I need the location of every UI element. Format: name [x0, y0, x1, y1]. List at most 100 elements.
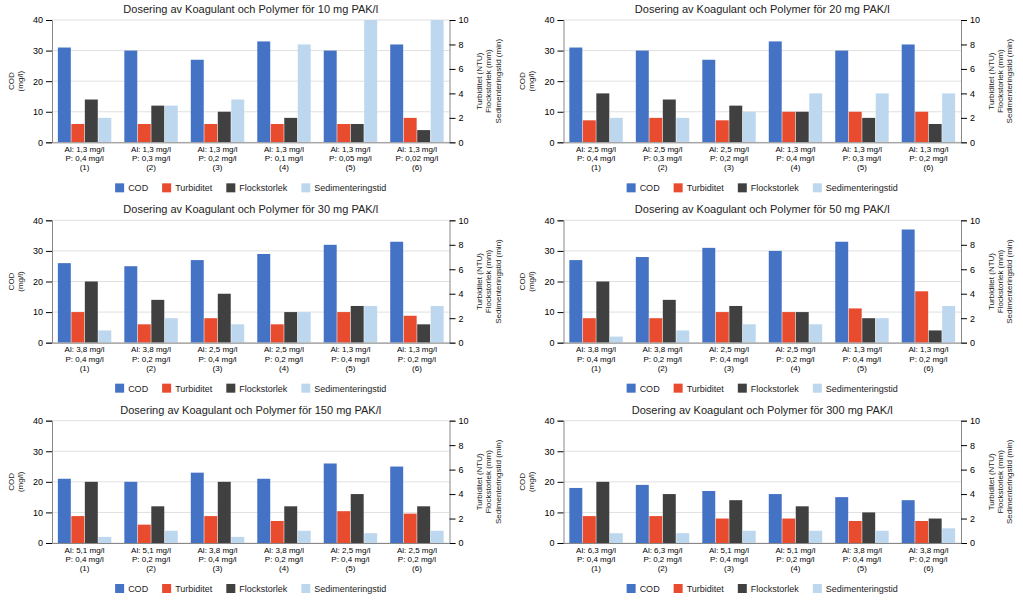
legend-item: Turbiditet: [162, 183, 213, 193]
y2-axis: 0246810: [450, 216, 469, 348]
axis-line: [46, 221, 53, 343]
tick-mark: [961, 470, 967, 471]
tick-label: Al: 3,8 mg/lP: 0,4 mg/l(3): [198, 546, 238, 573]
tick: 6: [961, 465, 975, 475]
tick-mark: [961, 20, 967, 21]
bar: [71, 312, 84, 343]
tick-mark: [450, 69, 456, 70]
tick-mark: [961, 269, 967, 270]
tick-label: 2: [970, 514, 975, 524]
legend-swatch: [301, 384, 310, 393]
tick: Al: 6,3 mg/lP: 0,4 mg/l(1): [576, 546, 616, 573]
tick: 0: [38, 538, 52, 548]
tick-mark: [450, 20, 456, 21]
tick-mark: [961, 44, 967, 45]
tick: 2: [450, 314, 464, 324]
tick: Al: 1,3 mg/lP: 0,02 mg/l(6): [396, 145, 439, 172]
bar: [610, 118, 623, 142]
tick: 0: [549, 538, 563, 548]
tick-mark: [558, 512, 564, 513]
legend-swatch: [738, 384, 747, 393]
legend-swatch: [813, 384, 822, 393]
legend-label: Flockstorlek: [239, 584, 288, 594]
legend: CODTurbiditetFlockstorlekSedimenteringst…: [115, 584, 386, 594]
tick-mark: [558, 112, 564, 113]
x-axis: Al: 6,3 mg/lP: 0,4 mg/l(1) Al: 6,3 mg/lP:…: [564, 544, 962, 574]
tick-label: 10: [970, 15, 980, 25]
bar: [743, 324, 756, 342]
y-axis-title: COD(mg/l): [518, 271, 536, 292]
bar: [138, 124, 151, 142]
tick: Al: 2,5 mg/lP: 0,4 mg/l(5): [330, 546, 370, 573]
title: Dosering av Koagulant och Polymer för 10…: [123, 3, 378, 15]
tick-label: 40: [544, 15, 554, 25]
tick-label: Al: 1,3 mg/lP: 0,02 mg/l(6): [396, 145, 439, 172]
grid-line: [52, 342, 450, 343]
bar: [431, 531, 444, 543]
tick: Al: 3,8 mg/lP: 0,2 mg/l(6): [908, 546, 948, 573]
y-axis-title: COD(mg/l): [518, 471, 536, 492]
bar: [835, 51, 848, 143]
tick-mark: [558, 251, 564, 252]
tick: 10: [450, 15, 469, 25]
tick-label: 2: [459, 113, 464, 123]
panel: 0102030400246810Al: 3,8 mg/lP: 0,4 mg/l(…: [7, 203, 503, 393]
legend-label: COD: [640, 584, 661, 594]
bar: [649, 516, 662, 543]
axis-line: [53, 142, 451, 143]
tick: 40: [33, 216, 52, 226]
axis-line: [558, 221, 565, 343]
y2-axis: 0246810: [961, 216, 980, 348]
bar: [271, 124, 284, 142]
legend-item: Flockstorlek: [226, 584, 288, 594]
tick: Al: 1,3 mg/lP: 0,05 mg/l(5): [329, 145, 372, 172]
tick: Al: 5,1 mg/lP: 0,4 mg/l(1): [65, 546, 105, 573]
legend: CODTurbiditetFlockstorlekSedimenteringst…: [115, 384, 386, 394]
bar: [782, 312, 795, 343]
bar: [809, 324, 822, 342]
tick-mark: [961, 220, 967, 221]
tick: Al: 3,8 mg/lP: 0,2 mg/l(4): [264, 546, 304, 573]
tick-label: Al: 6,3 mg/lP: 0,2 mg/l(2): [643, 546, 683, 573]
bar: [58, 479, 71, 543]
tick: 0: [549, 138, 563, 148]
tick-label: Al: 1,3 mg/lP: 0,1 mg/l(4): [264, 145, 304, 172]
title: Dosering av Koagulant och Polymer för 15…: [120, 404, 381, 416]
grid-line: [52, 142, 450, 143]
bar: [124, 266, 137, 342]
bar: [809, 531, 822, 543]
tick: Al: 2,5 mg/lP: 0,2 mg/l(6): [397, 546, 437, 573]
grid: [564, 220, 962, 342]
tick-label: 6: [970, 265, 975, 275]
tick-label: Al: 3,8 mg/lP: 0,4 mg/l(1): [576, 345, 616, 372]
tick-label: Al: 1,3 mg/lP: 0,4 mg/l(5): [842, 345, 882, 372]
tick: Al: 1,3 mg/lP: 0,2 mg/l(3): [198, 145, 238, 172]
bar: [729, 306, 742, 343]
bar: [569, 260, 582, 343]
tick-mark: [558, 421, 564, 422]
bar: [431, 306, 444, 343]
tick: 10: [450, 416, 469, 426]
tick-mark: [961, 142, 967, 143]
legend: CODTurbiditetFlockstorlekSedimenteringst…: [627, 183, 898, 193]
tick: 2: [961, 113, 975, 123]
y-axis: 010203040: [544, 15, 564, 147]
bar: [902, 44, 915, 142]
grid-line: [52, 81, 450, 82]
tick: 30: [544, 447, 563, 457]
title: Dosering av Koagulant och Polymer för 20…: [635, 3, 890, 15]
tick-label: 40: [544, 416, 554, 426]
tick-label: 10: [33, 508, 43, 518]
tick-label: Al: 6,3 mg/lP: 0,4 mg/l(1): [576, 546, 616, 573]
bar: [151, 300, 164, 343]
tick-label: Al: 3,8 mg/lP: 0,4 mg/l(5): [842, 546, 882, 573]
tick: 2: [961, 514, 975, 524]
bar: [835, 242, 848, 343]
y-axis-title: COD(mg/l): [518, 71, 536, 92]
panel: 0102030400246810Al: 5,1 mg/lP: 0,4 mg/l(…: [7, 404, 503, 594]
tick-label: 10: [544, 508, 554, 518]
grid-line: [564, 81, 962, 82]
bar: [702, 248, 715, 343]
tick-mark: [46, 81, 52, 82]
bar: [769, 251, 782, 343]
